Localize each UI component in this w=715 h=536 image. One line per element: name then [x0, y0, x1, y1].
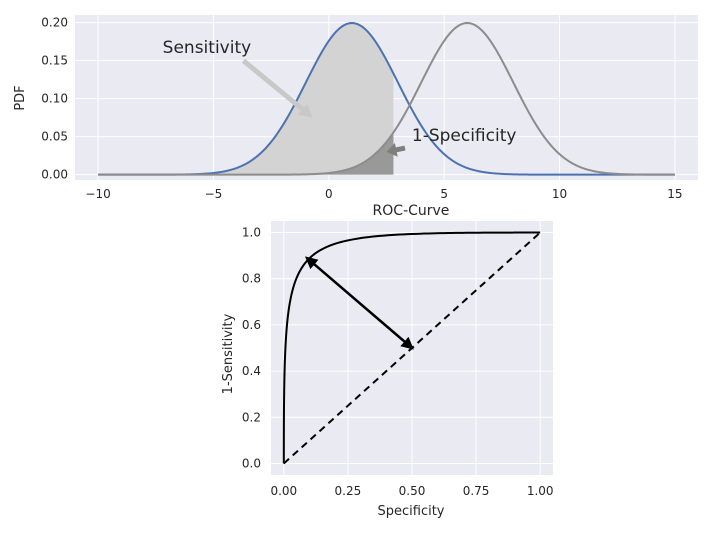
pdf-y-tick-labels: 0.00 0.05 0.10 0.15 0.20: [41, 16, 68, 182]
pdf-y-tick-label: 0.10: [41, 92, 68, 106]
pdf-y-tick-label: 0.05: [41, 130, 68, 144]
pdf-panel: Sensitivity 1-Specificity −10 −5 0 5 10 15 0.…: [13, 15, 698, 201]
sensitivity-area: [98, 23, 394, 175]
roc-x-tick-label: 0.75: [463, 484, 490, 498]
pdf-y-tick-label: 0.20: [41, 16, 68, 30]
pdf-y-tick-label: 0.15: [41, 54, 68, 68]
pdf-y-tick-label: 0.00: [41, 168, 68, 182]
pdf-x-tick-label: −5: [205, 187, 223, 201]
roc-x-tick-labels: 0.00 0.25 0.50 0.75 1.00: [270, 484, 553, 498]
roc-y-tick-label: 0.6: [242, 318, 261, 332]
specificity-arrow: [386, 143, 406, 157]
roc-curves: [282, 231, 541, 465]
roc-y-tick-label: 0.2: [242, 410, 261, 424]
pdf-x-tick-label: −10: [85, 187, 110, 201]
roc-y-tick-label: 1.0: [242, 226, 261, 240]
pdf-x-tick-label: 15: [667, 187, 682, 201]
roc-x-tick-label: 0.25: [335, 484, 362, 498]
roc-x-tick-label: 0.50: [399, 484, 426, 498]
roc-distance-double-arrow: [304, 256, 414, 350]
roc-y-tick-label: 0.8: [242, 272, 261, 286]
pdf-x-tick-label: 10: [552, 187, 567, 201]
specificity-annotation: 1-Specificity: [412, 126, 517, 146]
pdf-curves: [98, 22, 675, 176]
roc-x-tick-label: 0.00: [270, 484, 297, 498]
pdf-y-axis-label: PDF: [13, 85, 28, 110]
roc-y-tick-label: 0.4: [242, 364, 261, 378]
roc-title: ROC-Curve: [373, 203, 450, 219]
pdf-x-tick-labels: −10 −5 0 5 10 15: [85, 187, 682, 201]
pdf-x-tick-label: 5: [440, 187, 448, 201]
roc-y-tick-label: 0.0: [242, 456, 261, 470]
pdf-annotations: Sensitivity 1-Specificity: [163, 38, 517, 157]
roc-x-tick-label: 1.00: [527, 484, 554, 498]
roc-x-axis-label: Specificity: [378, 504, 445, 519]
roc-panel: 0.00 0.25 0.50 0.75 1.00 0.00.20.40.60.81.0 …: [221, 203, 554, 519]
pdf-x-tick-label: 0: [325, 187, 333, 201]
sensitivity-annotation: Sensitivity: [163, 38, 252, 58]
roc-y-tick-labels: 0.0 0.2 0.4 0.6 0.8 1.0: [242, 226, 261, 471]
specificity-area: [98, 132, 394, 175]
negative-distribution-line: [98, 22, 675, 176]
roc-y-axis-label: 1-Sensitivity: [221, 313, 236, 394]
sensitivity-arrow: [241, 58, 313, 118]
pdf-shaded-regions: [98, 23, 394, 175]
